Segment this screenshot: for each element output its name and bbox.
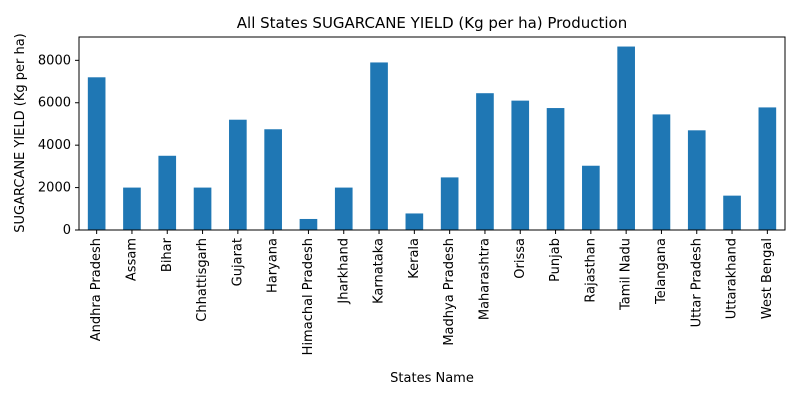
y-tick-label: 8000: [38, 53, 71, 68]
y-tick-label: 0: [63, 223, 71, 238]
bar-assam: [123, 187, 141, 230]
x-tick-label: Assam: [124, 238, 139, 281]
bar-bihar: [158, 155, 177, 230]
bar-orissa: [511, 100, 530, 230]
x-tick-label: Gujarat: [230, 238, 245, 286]
x-tick-label: Tamil Nadu: [619, 238, 634, 311]
y-axis: 0 2000 4000 6000 8000: [38, 53, 79, 238]
y-tick-label: 6000: [38, 96, 71, 111]
x-tick-label: Himachal Pradesh: [301, 238, 316, 355]
bar-punjab: [546, 108, 565, 230]
x-axis: Andhra Pradesh Assam Bihar Chhattisgarh Guja…: [89, 230, 775, 355]
x-tick-label: Rajasthan: [583, 238, 598, 303]
bar-uttar-pradesh: [687, 130, 706, 230]
x-tick-label: Andhra Pradesh: [89, 238, 104, 341]
bar-andhra-pradesh: [87, 77, 106, 231]
bars-layer: [87, 46, 777, 231]
plot-frame: [78, 36, 786, 231]
y-tick-label: 2000: [38, 181, 71, 196]
x-tick-label: Karnataka: [372, 238, 387, 304]
bar-madhya-pradesh: [440, 177, 459, 230]
bar-kerala: [405, 213, 424, 230]
bar-tamil-nadu: [617, 46, 635, 230]
x-tick-label: Telangana: [654, 238, 669, 305]
x-tick-label: Kerala: [407, 238, 422, 279]
bar-rajasthan: [582, 165, 600, 230]
bar-himachal-pradesh: [299, 218, 318, 230]
y-axis-title: SUGARCANE YIELD (Kg per ha): [13, 33, 28, 233]
bar-karnataka: [370, 62, 388, 231]
chart-title: All States SUGARCANE YIELD (Kg per ha) P…: [237, 14, 627, 32]
x-tick-label: Punjab: [548, 238, 563, 282]
bar-jharkhand: [334, 187, 353, 230]
x-tick-label: Madhya Pradesh: [442, 238, 457, 346]
x-tick-label: Jharkhand: [336, 238, 351, 305]
bar-uttarakhand: [723, 195, 741, 230]
bar-chhattisgarh: [193, 187, 212, 230]
x-tick-label: Orissa: [513, 238, 528, 279]
x-tick-label: Maharashtra: [477, 238, 492, 320]
x-tick-label: West Bengal: [760, 238, 775, 319]
bar-west-bengal: [758, 107, 777, 230]
x-tick-label: Haryana: [266, 238, 281, 293]
x-tick-label: Uttar Pradesh: [689, 238, 704, 327]
x-axis-title: States Name: [390, 371, 474, 386]
x-tick-label: Chhattisgarh: [195, 238, 210, 322]
x-tick-label: Bihar: [160, 237, 175, 272]
bar-gujarat: [229, 119, 247, 230]
x-tick-label: Uttarakhand: [725, 238, 740, 319]
bar-maharashtra: [476, 93, 494, 230]
bar-haryana: [264, 129, 282, 230]
y-tick-label: 4000: [38, 138, 71, 153]
bar-telangana: [652, 114, 671, 230]
